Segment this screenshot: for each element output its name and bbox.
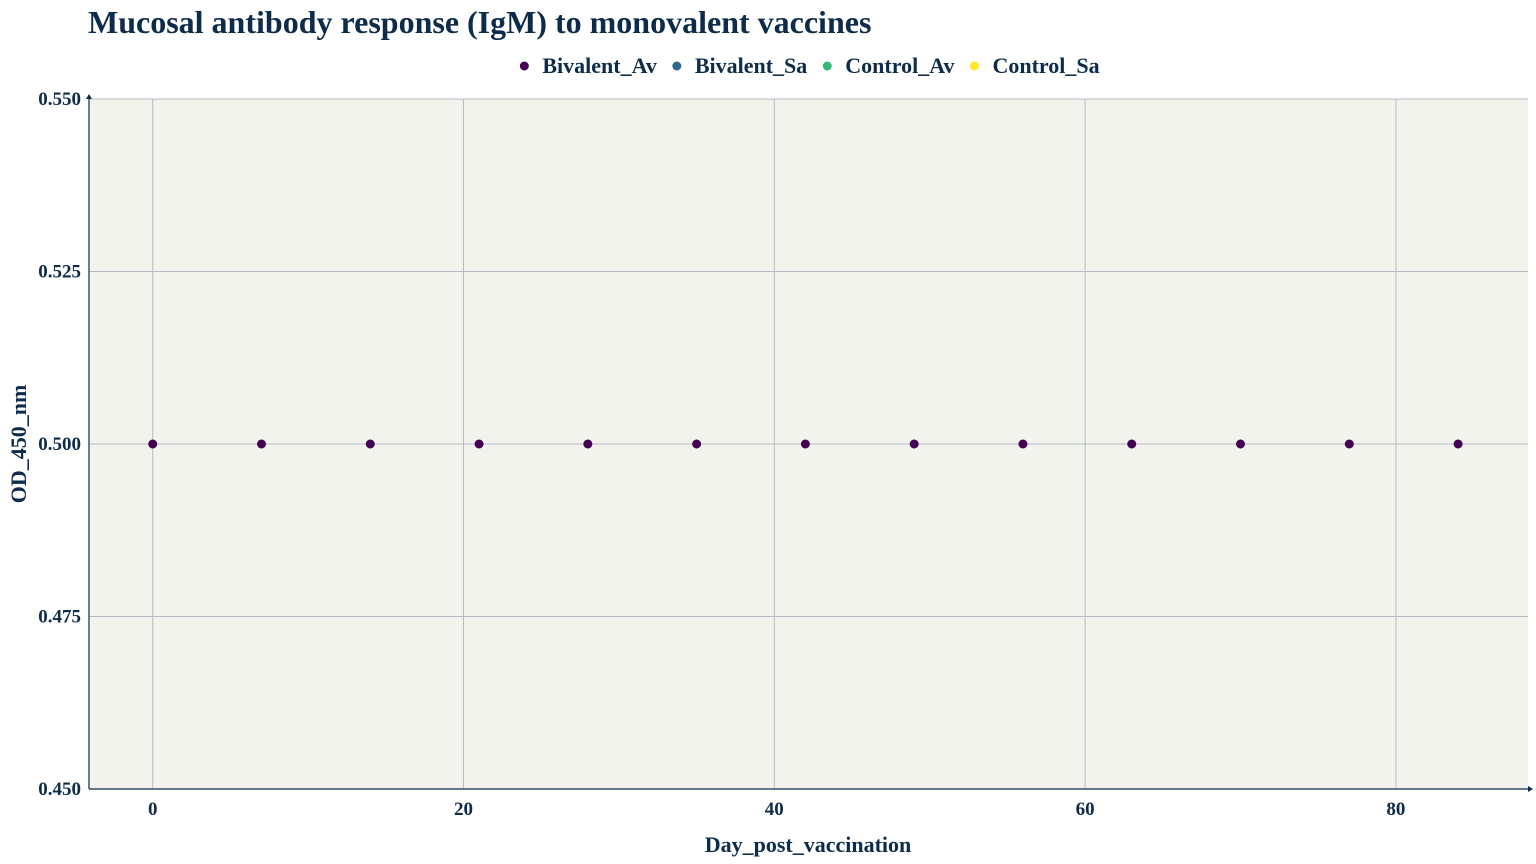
y-tick-label: 0.475: [38, 607, 81, 628]
y-tick-label: 0.500: [38, 434, 81, 455]
legend-marker-icon: [822, 61, 832, 71]
x-tick-label: 80: [1386, 799, 1405, 820]
data-point[interactable]: [800, 439, 810, 449]
data-points[interactable]: [148, 439, 1463, 449]
legend-marker-icon: [672, 61, 682, 71]
legend[interactable]: Bivalent_Av Bivalent_Sa Control_Av Control_…: [519, 53, 1100, 78]
legend-item[interactable]: Control_Sa: [969, 53, 1100, 78]
data-point[interactable]: [1453, 439, 1463, 449]
data-point[interactable]: [1127, 439, 1137, 449]
legend-item[interactable]: Control_Av: [822, 53, 955, 78]
data-point[interactable]: [583, 439, 593, 449]
data-point[interactable]: [1236, 439, 1246, 449]
legend-marker-icon: [519, 61, 529, 71]
data-point[interactable]: [148, 439, 158, 449]
data-point[interactable]: [1018, 439, 1028, 449]
data-point[interactable]: [256, 439, 266, 449]
x-axis-title: Day_post_vaccination: [705, 832, 912, 857]
y-tick-label: 0.525: [38, 262, 81, 283]
y-tick-label: 0.550: [38, 89, 81, 110]
chart-title: Mucosal antibody response (IgM) to monov…: [88, 4, 871, 40]
legend-label: Control_Sa: [992, 53, 1099, 78]
y-axis-ticks: 0.450 0.475 0.500 0.525 0.550: [38, 89, 81, 800]
data-point[interactable]: [365, 439, 375, 449]
axes: [86, 94, 1533, 792]
legend-label: Bivalent_Av: [542, 53, 656, 78]
x-tick-label: 20: [454, 799, 473, 820]
x-tick-label: 40: [765, 799, 784, 820]
y-axis-title: OD_450_nm: [6, 385, 31, 504]
legend-item[interactable]: Bivalent_Sa: [672, 53, 807, 78]
y-tick-label: 0.450: [38, 779, 81, 800]
data-point[interactable]: [692, 439, 702, 449]
legend-item[interactable]: Bivalent_Av: [519, 53, 657, 78]
data-point[interactable]: [909, 439, 919, 449]
legend-label: Control_Av: [845, 53, 954, 78]
legend-label: Bivalent_Sa: [695, 53, 807, 78]
x-tick-label: 0: [148, 799, 158, 820]
x-axis-ticks: 0 20 40 60 80: [148, 799, 1405, 820]
data-point[interactable]: [1344, 439, 1354, 449]
data-point[interactable]: [474, 439, 484, 449]
x-tick-label: 60: [1076, 799, 1095, 820]
x-axis-arrow-icon: [1528, 786, 1533, 792]
legend-marker-icon: [969, 61, 979, 71]
y-axis-arrow-icon: [86, 94, 92, 99]
